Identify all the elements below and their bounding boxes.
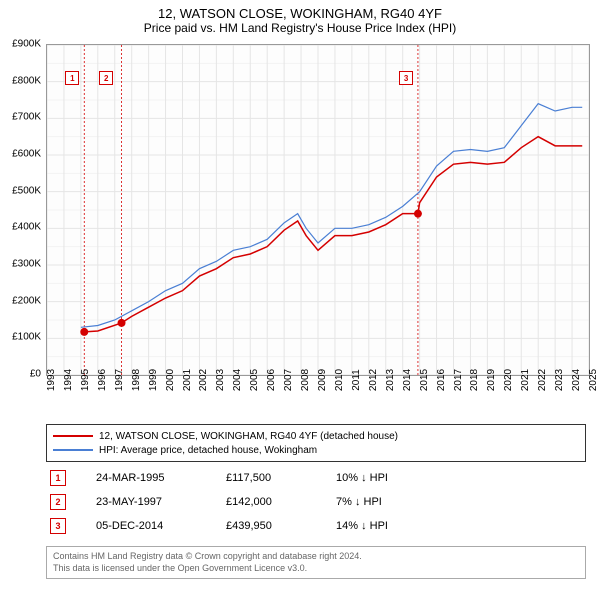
x-tick-label: 1998 — [131, 369, 142, 391]
x-tick-label: 2006 — [266, 369, 277, 391]
x-tick-label: 2018 — [469, 369, 480, 391]
x-tick-label: 1993 — [46, 369, 57, 391]
transaction-marker: 2 — [50, 494, 66, 510]
x-tick-label: 2000 — [165, 369, 176, 391]
sale-callout-1: 1 — [65, 71, 79, 85]
x-tick-label: 2005 — [249, 369, 260, 391]
plot-svg — [47, 45, 589, 375]
x-tick-label: 2001 — [182, 369, 193, 391]
sale-callout-2: 2 — [99, 71, 113, 85]
x-tick-label: 2014 — [402, 369, 413, 391]
attribution-line1: Contains HM Land Registry data © Crown c… — [53, 551, 579, 563]
x-tick-label: 2013 — [385, 369, 396, 391]
x-tick-label: 2025 — [588, 369, 599, 391]
y-tick-label: £900K — [12, 39, 41, 50]
x-tick-label: 2016 — [436, 369, 447, 391]
x-tick-label: 1995 — [80, 369, 91, 391]
x-tick-label: 2019 — [486, 369, 497, 391]
y-tick-label: £0 — [30, 369, 41, 380]
transaction-row: 3 05-DEC-2014£439,95014% ↓ HPI — [46, 514, 586, 538]
transactions-table: 1 24-MAR-1995£117,50010% ↓ HPI 2 23-MAY-199… — [46, 466, 586, 538]
y-tick-label: £200K — [12, 295, 41, 306]
legend-label: HPI: Average price, detached house, Woki… — [99, 445, 317, 456]
plot-area: 1 2 3 — [46, 44, 590, 376]
x-tick-label: 2020 — [503, 369, 514, 391]
x-tick-label: 2015 — [419, 369, 430, 391]
legend-label: 12, WATSON CLOSE, WOKINGHAM, RG40 4YF (d… — [99, 431, 398, 442]
y-tick-label: £600K — [12, 149, 41, 160]
x-tick-label: 2021 — [520, 369, 531, 391]
transaction-delta: 14% ↓ HPI — [336, 520, 456, 532]
x-tick-label: 2009 — [317, 369, 328, 391]
y-axis: £0£100K£200K£300K£400K£500K£600K£700K£80… — [0, 44, 44, 374]
x-tick-label: 2003 — [215, 369, 226, 391]
transaction-row: 2 23-MAY-1997£142,0007% ↓ HPI — [46, 490, 586, 514]
x-tick-label: 2008 — [300, 369, 311, 391]
transaction-price: £439,950 — [226, 520, 336, 532]
x-tick-label: 2004 — [232, 369, 243, 391]
legend: 12, WATSON CLOSE, WOKINGHAM, RG40 4YF (d… — [46, 424, 586, 462]
y-tick-label: £400K — [12, 222, 41, 233]
x-tick-label: 1997 — [114, 369, 125, 391]
transaction-price: £142,000 — [226, 496, 336, 508]
x-tick-label: 2007 — [283, 369, 294, 391]
transaction-date: 05-DEC-2014 — [96, 520, 226, 532]
attribution-line2: This data is licensed under the Open Gov… — [53, 563, 579, 575]
x-axis: 1993199419951996199719981999200020012002… — [46, 376, 588, 421]
x-tick-label: 2017 — [453, 369, 464, 391]
transaction-row: 1 24-MAR-1995£117,50010% ↓ HPI — [46, 466, 586, 490]
transaction-delta: 10% ↓ HPI — [336, 472, 456, 484]
x-tick-label: 2002 — [198, 369, 209, 391]
transaction-marker: 3 — [50, 518, 66, 534]
transaction-date: 24-MAR-1995 — [96, 472, 226, 484]
transaction-price: £117,500 — [226, 472, 336, 484]
y-tick-label: £100K — [12, 332, 41, 343]
chart-container: 12, WATSON CLOSE, WOKINGHAM, RG40 4YF Pr… — [0, 0, 600, 590]
x-tick-label: 1994 — [63, 369, 74, 391]
attribution: Contains HM Land Registry data © Crown c… — [46, 546, 586, 579]
x-tick-label: 2024 — [571, 369, 582, 391]
transaction-delta: 7% ↓ HPI — [336, 496, 456, 508]
y-tick-label: £500K — [12, 185, 41, 196]
chart-title: 12, WATSON CLOSE, WOKINGHAM, RG40 4YF — [0, 0, 600, 21]
legend-swatch — [53, 449, 93, 451]
y-tick-label: £800K — [12, 75, 41, 86]
x-tick-label: 2010 — [334, 369, 345, 391]
legend-swatch — [53, 435, 93, 437]
transaction-date: 23-MAY-1997 — [96, 496, 226, 508]
x-tick-label: 2023 — [554, 369, 565, 391]
x-tick-label: 2022 — [537, 369, 548, 391]
y-tick-label: £700K — [12, 112, 41, 123]
y-tick-label: £300K — [12, 259, 41, 270]
transaction-marker: 1 — [50, 470, 66, 486]
x-tick-label: 2011 — [351, 369, 362, 391]
legend-item: 12, WATSON CLOSE, WOKINGHAM, RG40 4YF (d… — [53, 429, 579, 443]
legend-item: HPI: Average price, detached house, Woki… — [53, 443, 579, 457]
x-tick-label: 1999 — [148, 369, 159, 391]
x-tick-label: 1996 — [97, 369, 108, 391]
chart-subtitle: Price paid vs. HM Land Registry's House … — [0, 21, 600, 39]
x-tick-label: 2012 — [368, 369, 379, 391]
sale-callout-3: 3 — [399, 71, 413, 85]
